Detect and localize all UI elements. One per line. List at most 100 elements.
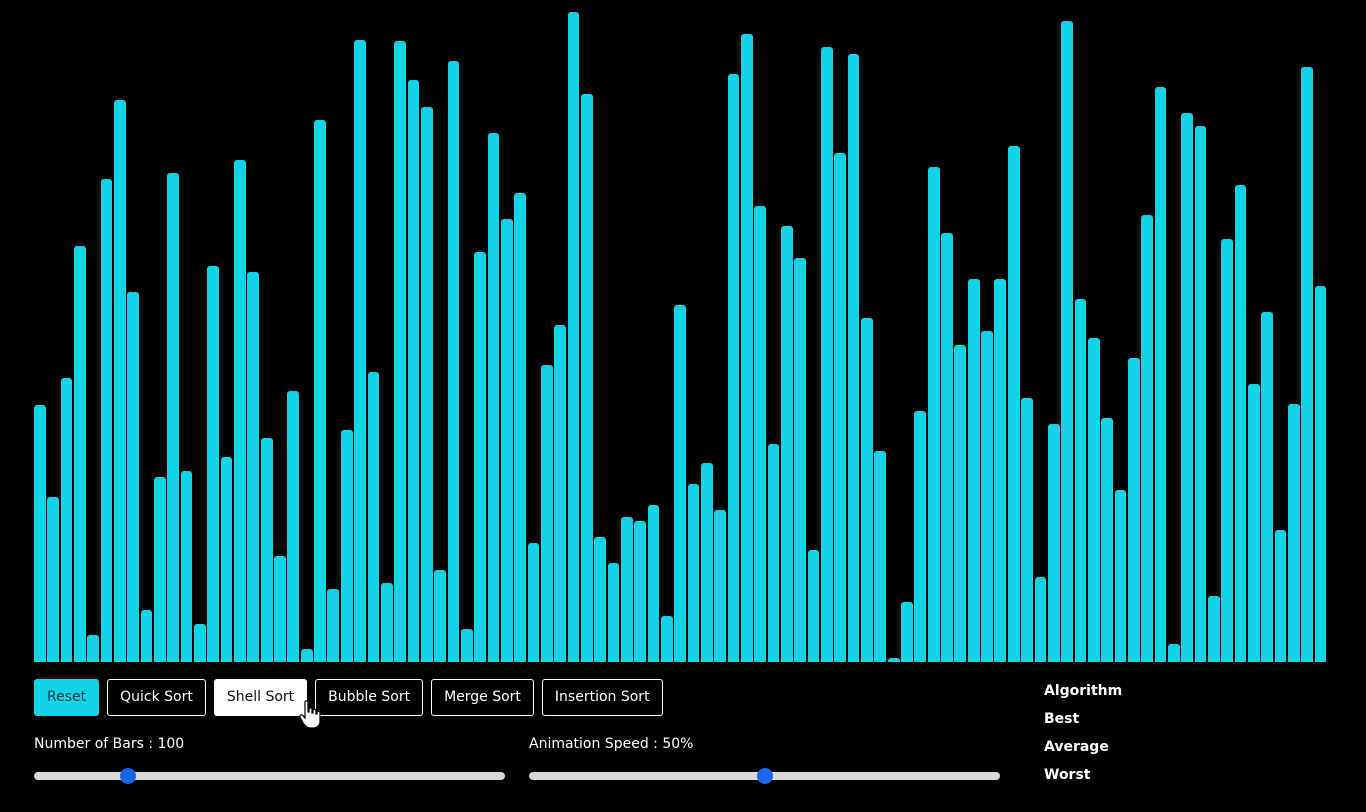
bar [647, 505, 660, 662]
bar [594, 537, 607, 662]
bar [540, 365, 553, 662]
bar [1301, 67, 1314, 662]
bar [660, 616, 673, 662]
bar [1247, 384, 1260, 662]
bar [287, 390, 300, 662]
bar [194, 623, 206, 662]
bar [754, 206, 767, 662]
bubble-sort-button[interactable]: Bubble Sort [315, 679, 424, 716]
bar [407, 80, 420, 662]
bar [981, 331, 993, 662]
bar [460, 628, 473, 662]
bar [1114, 490, 1127, 662]
bar [954, 344, 967, 662]
bar [87, 635, 100, 662]
bar [1181, 113, 1193, 662]
bar [1234, 184, 1247, 662]
bar [674, 305, 687, 662]
bar [781, 226, 793, 662]
bar [447, 60, 460, 662]
bar [1207, 595, 1220, 662]
merge-sort-button[interactable]: Merge Sort [431, 679, 534, 716]
bar [167, 172, 180, 662]
bar [847, 54, 860, 662]
bar [1087, 338, 1100, 662]
bar [794, 258, 807, 662]
shell-sort-button[interactable]: Shell Sort [213, 679, 308, 716]
bar [1314, 286, 1327, 662]
bar [527, 543, 540, 662]
bar [567, 11, 580, 662]
bar [1154, 86, 1167, 662]
bar [1047, 423, 1060, 662]
bar [1061, 21, 1073, 662]
reset-button[interactable]: Reset [34, 679, 100, 716]
bar [1287, 403, 1300, 662]
bars-count-label: Number of Bars : 100 [34, 736, 185, 752]
bar [807, 549, 820, 662]
bar [114, 100, 126, 662]
bar [901, 602, 913, 662]
bar [994, 278, 1007, 662]
bar [1274, 529, 1287, 662]
bar [821, 46, 833, 662]
bar [887, 657, 900, 662]
bar [514, 193, 526, 662]
insertion-sort-button[interactable]: Insertion Sort [541, 679, 663, 716]
bars-count-slider-thumb[interactable] [120, 768, 137, 784]
bar [367, 371, 380, 662]
legend-best: Best [1044, 711, 1080, 727]
legend-average: Average [1044, 739, 1109, 755]
bar [714, 510, 727, 662]
bar [327, 589, 340, 662]
animation-speed-slider-thumb[interactable] [756, 768, 773, 784]
bar [207, 265, 220, 662]
bar [394, 40, 406, 662]
bar [434, 570, 446, 662]
bar [1034, 576, 1047, 662]
bar [1127, 357, 1140, 662]
bars-count-slider[interactable] [34, 768, 505, 784]
bar [300, 649, 313, 662]
bar [340, 430, 353, 662]
bar [861, 318, 873, 662]
bar [1074, 298, 1087, 662]
bar [941, 232, 953, 662]
bar [140, 609, 153, 662]
complexity-legend: Algorithm Best Average Worst [1044, 680, 1122, 792]
bar [127, 291, 140, 662]
animation-speed-label: Animation Speed : 50% [529, 736, 694, 752]
bar [967, 278, 980, 662]
legend-algorithm: Algorithm [1044, 683, 1123, 699]
bar [154, 477, 166, 662]
bar [1194, 126, 1207, 662]
bar [927, 166, 940, 662]
bar [500, 218, 513, 662]
bar [60, 377, 73, 662]
bar [1101, 417, 1113, 662]
bar [580, 93, 593, 662]
bar [314, 119, 326, 662]
bar [1221, 239, 1233, 662]
bar [274, 556, 286, 662]
bar [687, 483, 700, 662]
legend-worst: Worst [1044, 767, 1091, 783]
bar [834, 152, 847, 662]
bar [180, 470, 193, 662]
bar [47, 496, 60, 662]
bar [420, 106, 433, 662]
bar [247, 272, 260, 662]
bar [1007, 146, 1020, 662]
quick-sort-button[interactable]: Quick Sort [107, 679, 206, 716]
bar [380, 583, 393, 662]
bar [34, 404, 46, 662]
bar [914, 411, 927, 662]
bar [607, 562, 620, 662]
bar [554, 324, 566, 662]
animation-speed-slider[interactable] [529, 768, 1000, 784]
sort-controls: Reset Quick Sort Shell Sort Bubble Sort … [34, 679, 663, 716]
bar [474, 252, 486, 662]
bar [741, 34, 753, 662]
bar [487, 133, 500, 662]
bar [727, 73, 740, 662]
